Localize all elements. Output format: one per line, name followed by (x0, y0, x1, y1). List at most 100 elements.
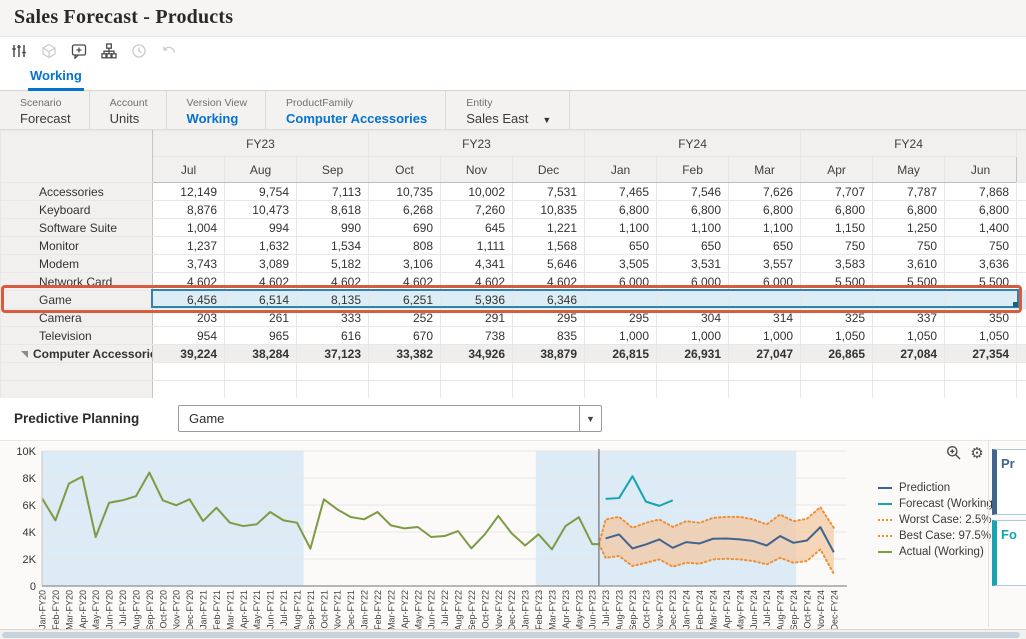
grid-cell[interactable]: 6,268 (368, 200, 442, 219)
grid-empty-cell[interactable] (800, 380, 874, 399)
grid-cell[interactable]: 6,000 (656, 272, 730, 291)
grid-cell[interactable]: 7,531 (512, 182, 586, 201)
tab-working[interactable]: Working (28, 64, 84, 91)
grid-cell[interactable]: 6,251 (368, 290, 442, 309)
grid-cell[interactable]: 350 (944, 308, 1018, 327)
grid-empty-cell[interactable] (512, 380, 586, 399)
grid-cell[interactable]: 1,400 (944, 218, 1018, 237)
grid-cell[interactable]: 3,505 (584, 254, 658, 273)
grid-empty-cell[interactable] (872, 380, 946, 399)
grid-empty-cell[interactable] (295, 380, 370, 399)
grid-cell[interactable]: 645 (440, 218, 514, 237)
grid-month-header[interactable]: Dec (512, 156, 586, 183)
grid-empty-cell[interactable] (440, 362, 514, 381)
grid-cell[interactable] (800, 290, 874, 309)
grid-row-label[interactable]: Monitor (0, 236, 153, 255)
grid-empty-cell[interactable] (152, 380, 225, 399)
grid-cell[interactable] (872, 290, 946, 309)
grid-empty-cell[interactable] (584, 362, 658, 381)
grid-cell[interactable]: 1,000 (584, 326, 658, 345)
grid-row-label[interactable]: Modem (0, 254, 153, 273)
grid-cell[interactable]: 954 (152, 326, 225, 345)
pov-item-account[interactable]: Account Units (88, 91, 166, 129)
grid-month-header[interactable]: Jun (944, 156, 1018, 183)
grid-empty-cell[interactable] (224, 380, 297, 399)
grid-cell[interactable]: 6,000 (584, 272, 658, 291)
grid-row-label[interactable]: Television (0, 326, 153, 345)
pov-member-value[interactable]: Units (109, 110, 140, 126)
grid-cell[interactable] (584, 290, 658, 309)
collapse-triangle-icon[interactable] (21, 350, 28, 358)
grid-cell[interactable]: 3,636 (944, 254, 1018, 273)
grid-cell[interactable]: 1,632 (224, 236, 297, 255)
grid-row-label[interactable]: Keyboard (0, 200, 153, 219)
grid-cell[interactable]: 1,237 (152, 236, 225, 255)
grid-cell[interactable]: 8,876 (152, 200, 225, 219)
grid-cell[interactable]: 6,456 (152, 290, 225, 309)
grid-month-header[interactable]: Sep (295, 156, 370, 183)
adjust-sliders-icon[interactable] (10, 42, 27, 59)
grid-cell[interactable]: 1,534 (295, 236, 370, 255)
grid-empty-cell[interactable] (295, 362, 370, 381)
horizontal-scrollbar[interactable] (0, 629, 1026, 639)
scrollbar-thumb[interactable] (2, 632, 1020, 638)
pov-item-productfamily[interactable]: ProductFamily Computer Accessories (265, 91, 445, 129)
grid-cell[interactable]: 3,106 (368, 254, 442, 273)
grid-cell[interactable]: 808 (368, 236, 442, 255)
predictive-member-select[interactable]: Game ▼ (178, 405, 602, 432)
grid-cell[interactable]: 291 (440, 308, 514, 327)
grid-cell[interactable]: 27,047 (728, 344, 802, 363)
grid-cell[interactable]: 252 (368, 308, 442, 327)
grid-cell[interactable]: 6,800 (872, 200, 946, 219)
grid-cell[interactable]: 26,865 (800, 344, 874, 363)
grid-month-header[interactable]: Jan (584, 156, 658, 183)
grid-empty-cell[interactable] (728, 362, 802, 381)
grid-cell[interactable]: 3,089 (224, 254, 297, 273)
grid-cell[interactable]: 5,500 (944, 272, 1018, 291)
grid-row-label[interactable]: Game (0, 290, 153, 309)
grid-cell[interactable] (728, 290, 802, 309)
grid-month-header[interactable]: Apr (800, 156, 874, 183)
grid-row-label[interactable]: Software Suite (0, 218, 153, 237)
grid-cell[interactable]: 1,100 (656, 218, 730, 237)
grid-cell[interactable]: 10,835 (512, 200, 586, 219)
grid-cell[interactable]: 37,123 (295, 344, 370, 363)
grid-cell[interactable]: 7,707 (800, 182, 874, 201)
grid-cell[interactable]: 6,800 (944, 200, 1018, 219)
grid-empty-cell[interactable] (368, 380, 442, 399)
grid-cell[interactable]: 1,150 (800, 218, 874, 237)
pov-member-value[interactable]: Working (186, 110, 239, 126)
pov-member-value[interactable]: Computer Accessories (286, 110, 428, 126)
grid-cell[interactable]: 7,465 (584, 182, 658, 201)
grid-cell[interactable]: 738 (440, 326, 514, 345)
grid-cell[interactable]: 12,149 (152, 182, 225, 201)
grid-cell[interactable]: 1,050 (944, 326, 1018, 345)
grid-cell[interactable]: 38,284 (224, 344, 297, 363)
grid-cell[interactable]: 333 (295, 308, 370, 327)
grid-empty-cell[interactable] (512, 362, 586, 381)
grid-cell[interactable]: 6,000 (728, 272, 802, 291)
grid-cell[interactable]: 3,610 (872, 254, 946, 273)
grid-cell[interactable]: 690 (368, 218, 442, 237)
grid-cell[interactable]: 650 (656, 236, 730, 255)
grid-month-header[interactable]: Feb (656, 156, 730, 183)
grid-empty-cell[interactable] (872, 362, 946, 381)
grid-empty-cell[interactable] (440, 380, 514, 399)
side-panel-card[interactable]: Pr (992, 449, 1026, 515)
grid-cell[interactable]: 4,602 (152, 272, 225, 291)
grid-row-label[interactable]: Network Card (0, 272, 153, 291)
grid-cell[interactable]: 38,879 (512, 344, 586, 363)
grid-cell[interactable]: 650 (584, 236, 658, 255)
grid-cell[interactable]: 295 (584, 308, 658, 327)
grid-empty-cell[interactable] (944, 380, 1018, 399)
grid-cell[interactable]: 7,868 (944, 182, 1018, 201)
grid-month-header[interactable]: Jul (152, 156, 225, 183)
grid-row-label[interactable]: Computer Accessories (0, 344, 153, 363)
grid-cell[interactable]: 337 (872, 308, 946, 327)
gear-icon[interactable]: ⚙ (970, 445, 984, 462)
grid-cell[interactable]: 1,568 (512, 236, 586, 255)
grid-empty-cell[interactable] (800, 362, 874, 381)
pov-member-value[interactable]: Sales East ▼ (466, 110, 552, 126)
grid-cell[interactable]: 650 (728, 236, 802, 255)
grid-empty-cell[interactable] (368, 362, 442, 381)
